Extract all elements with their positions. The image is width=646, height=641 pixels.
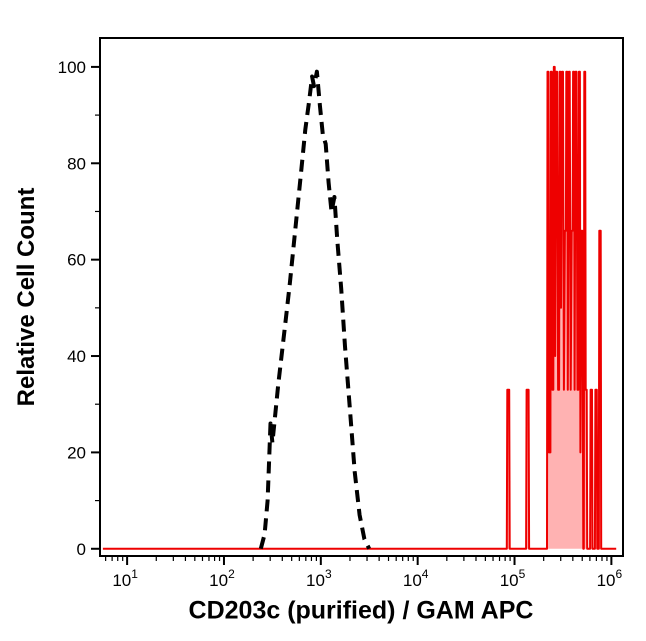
y-tick-label: 20 xyxy=(67,443,86,462)
y-tick-label: 80 xyxy=(67,154,86,173)
x-tick-label: 103 xyxy=(306,567,332,590)
x-axis-label: CD203c (purified) / GAM APC xyxy=(188,596,534,625)
y-tick-label: 60 xyxy=(67,251,86,270)
black_dashed_control-curve xyxy=(258,69,371,550)
axes-layer: 101 102 103 104 105 106 0 20 40 60 80 100 xyxy=(58,37,624,590)
y-axis-label: Relative Cell Count xyxy=(13,187,40,407)
x-tick-label: 106 xyxy=(597,567,623,590)
y-tick-label: 40 xyxy=(67,347,86,366)
x-tick-label: 102 xyxy=(209,567,235,590)
series-layer xyxy=(102,65,617,550)
x-tick-label: 104 xyxy=(403,567,429,590)
y-tick-label: 100 xyxy=(58,58,86,77)
y-tick-label: 0 xyxy=(77,540,86,559)
red_filled_stained_sample-fill xyxy=(102,66,617,549)
x-tick-label: 105 xyxy=(500,567,526,590)
plot-frame xyxy=(99,37,624,557)
x-tick-label: 101 xyxy=(112,567,138,590)
red_filled_stained_sample-curve xyxy=(102,65,617,550)
